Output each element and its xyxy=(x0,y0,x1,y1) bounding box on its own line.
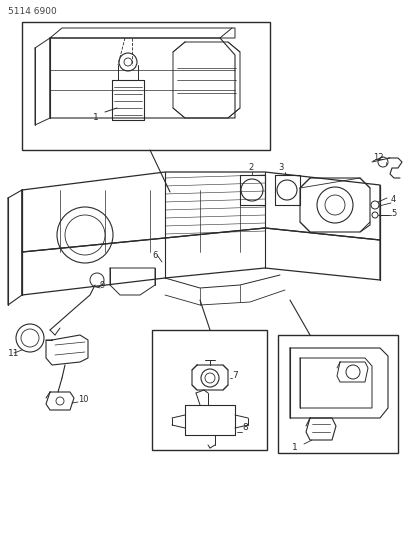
Bar xyxy=(152,330,267,450)
Bar xyxy=(278,335,398,453)
Text: 4: 4 xyxy=(391,196,396,205)
Bar xyxy=(22,22,270,150)
Text: 11: 11 xyxy=(8,349,20,358)
Text: 6: 6 xyxy=(152,251,157,260)
Text: 9: 9 xyxy=(100,280,105,289)
Text: 1: 1 xyxy=(93,114,99,123)
Text: 8: 8 xyxy=(242,424,248,432)
Text: 2: 2 xyxy=(248,164,253,173)
Text: 12: 12 xyxy=(373,152,384,161)
Text: 3: 3 xyxy=(278,164,284,173)
Text: 5: 5 xyxy=(391,208,396,217)
Text: 10: 10 xyxy=(78,395,89,405)
Text: 7: 7 xyxy=(232,370,238,379)
Text: 1: 1 xyxy=(292,443,298,453)
Text: 5114 6900: 5114 6900 xyxy=(8,7,57,17)
